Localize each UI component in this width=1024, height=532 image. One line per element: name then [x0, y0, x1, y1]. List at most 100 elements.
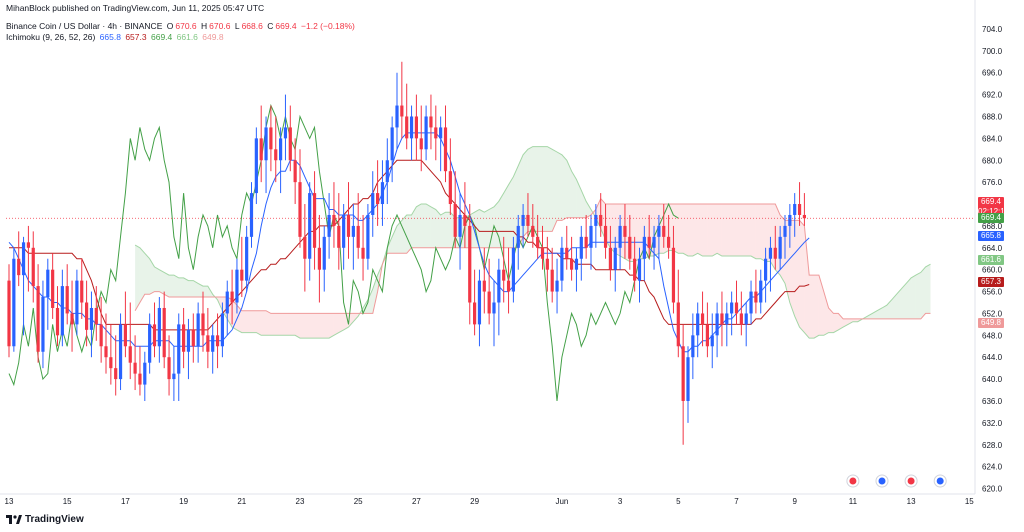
- candle-body: [235, 269, 239, 303]
- candle: [797, 182, 802, 226]
- candle-body: [739, 313, 743, 325]
- candle-body: [696, 313, 700, 336]
- candle: [211, 324, 215, 374]
- candle-body: [550, 269, 554, 292]
- candle-body: [380, 182, 385, 205]
- candle-body: [186, 329, 191, 352]
- cloud-segment: [843, 318, 849, 328]
- candle: [526, 193, 530, 237]
- cloud-segment: [494, 201, 499, 248]
- candle: [288, 105, 292, 172]
- cloud-segment: [571, 171, 577, 218]
- cloud-segment: [833, 313, 839, 333]
- candle: [492, 280, 496, 347]
- cloud-segment: [144, 253, 150, 295]
- cloud-segment: [411, 206, 417, 248]
- low-value: 668.6: [241, 21, 263, 31]
- candle-body: [148, 324, 152, 363]
- candle: [167, 335, 171, 396]
- candle: [123, 291, 127, 358]
- event-flag-icon-dot: [878, 477, 886, 485]
- candle-body: [710, 335, 714, 347]
- candle: [332, 182, 336, 248]
- candle: [477, 269, 482, 347]
- price-tag: 661.6: [978, 255, 1004, 265]
- candle: [506, 247, 511, 314]
- cloud-segment: [658, 204, 664, 254]
- x-tick-label: 23: [296, 497, 305, 506]
- cloud-segment: [634, 204, 640, 262]
- cloud-segment: [867, 313, 873, 319]
- cloud-segment: [809, 275, 815, 339]
- candle: [579, 225, 583, 281]
- x-tick-label: 17: [121, 497, 130, 506]
- x-tick-label: 21: [237, 497, 246, 506]
- candle: [705, 302, 709, 358]
- candle: [497, 258, 501, 336]
- y-tick-label: 700.0: [982, 47, 1003, 56]
- candle-body: [603, 225, 608, 248]
- symbol-ohlc-legend[interactable]: Binance Coin / US Dollar · 4h · BINANCE …: [6, 21, 357, 31]
- y-tick-label: 636.0: [982, 397, 1003, 406]
- candle-body: [628, 236, 632, 259]
- candle: [279, 127, 283, 194]
- candle-body: [7, 280, 11, 347]
- candle: [681, 324, 685, 445]
- candle: [405, 83, 409, 150]
- candle-body: [409, 116, 414, 139]
- candle-body: [94, 307, 98, 325]
- candle-body: [123, 324, 127, 347]
- candle: [594, 204, 598, 248]
- cloud-segment: [717, 204, 722, 256]
- tradingview-logo[interactable]: TradingView: [6, 514, 84, 525]
- candle-body: [264, 127, 268, 161]
- cloud-segment: [484, 209, 490, 248]
- cloud-segment: [760, 204, 766, 262]
- candle: [773, 225, 777, 270]
- price-tag: 649.8: [978, 318, 1004, 328]
- candle-body: [400, 105, 404, 117]
- close-value: 669.4: [275, 21, 297, 31]
- candle: [448, 138, 452, 215]
- candle: [458, 193, 462, 270]
- candle-body: [177, 324, 181, 374]
- candle-body: [191, 329, 195, 347]
- candle: [759, 269, 763, 314]
- cloud-segment: [901, 283, 907, 319]
- cloud-segment: [135, 245, 140, 311]
- candle-body: [618, 225, 622, 248]
- candle: [550, 247, 554, 303]
- ind-lagging-value: 669.4: [150, 32, 173, 42]
- candle-body: [570, 258, 574, 270]
- candle-body: [579, 236, 583, 259]
- cloud-segment: [251, 310, 257, 333]
- y-tick-label: 632.0: [982, 419, 1003, 428]
- cloud-segment: [697, 204, 703, 256]
- event-flag-icon: [875, 474, 889, 488]
- cloud-segment: [508, 176, 514, 248]
- cloud-segment: [178, 277, 184, 298]
- candle: [21, 236, 26, 336]
- candle: [51, 253, 55, 319]
- candle-body: [764, 258, 768, 281]
- candle: [182, 307, 186, 369]
- candle-body: [768, 247, 773, 259]
- candle: [409, 105, 414, 161]
- candle: [739, 291, 743, 336]
- candle-body: [633, 258, 637, 281]
- candle-body: [385, 160, 389, 183]
- candle: [94, 286, 98, 341]
- candle: [691, 313, 695, 380]
- cloud-segment: [503, 184, 509, 248]
- x-tick-label: 19: [179, 497, 188, 506]
- candle: [385, 138, 389, 205]
- leading-span-a-line: [134, 146, 931, 339]
- cloud-segment: [925, 264, 931, 314]
- candle: [162, 291, 166, 369]
- cloud-segment: [139, 247, 145, 303]
- lagging-span-line: [8, 103, 679, 402]
- candle-body: [240, 269, 244, 281]
- x-tick-label: 15: [965, 497, 974, 506]
- indicator-legend[interactable]: Ichimoku (9, 26, 52, 26) 665.8 657.3 669…: [6, 32, 226, 42]
